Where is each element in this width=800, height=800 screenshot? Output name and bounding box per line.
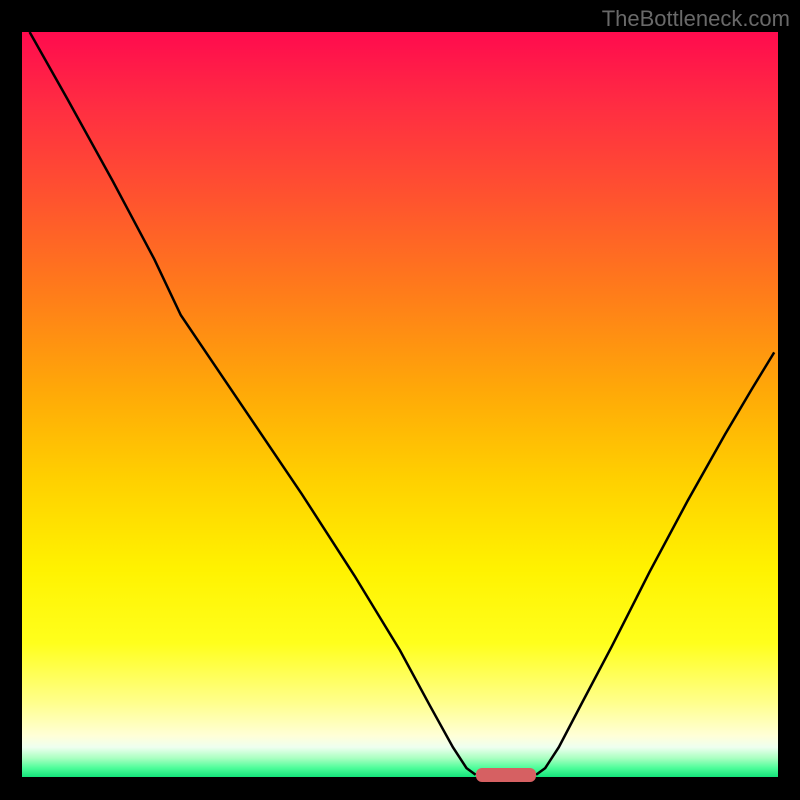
chart-plot-area <box>22 32 778 777</box>
bottleneck-curve <box>22 32 778 777</box>
optimal-marker <box>476 768 536 781</box>
watermark-text: TheBottleneck.com <box>602 6 790 32</box>
